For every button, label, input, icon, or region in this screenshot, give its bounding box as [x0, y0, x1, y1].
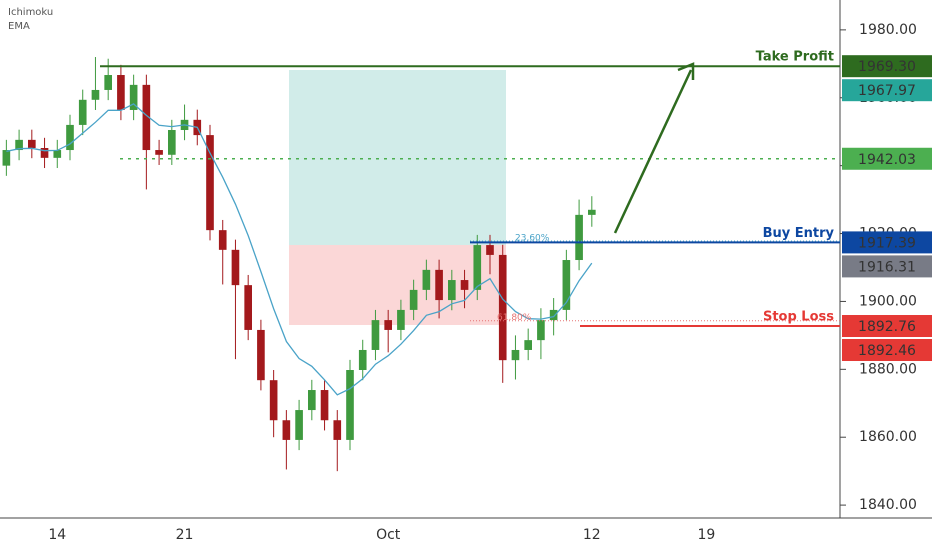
candle-body — [78, 99, 87, 125]
candle-body — [346, 370, 354, 440]
candle-body — [588, 209, 596, 215]
candle-body — [460, 280, 469, 290]
y-tick-label: 1980.00 — [859, 22, 917, 38]
x-tick-label: Oct — [376, 527, 401, 543]
fib-label: 23.60% — [515, 233, 550, 243]
x-tick-label: 14 — [48, 527, 66, 543]
candle-body — [2, 150, 11, 166]
candle-body — [269, 380, 278, 421]
candle-body — [104, 75, 112, 90]
price-tag — [842, 315, 932, 338]
level-label: Buy Entry — [763, 226, 835, 241]
indicator-label: EMA — [8, 21, 30, 32]
candle-body — [295, 410, 303, 440]
candle-body — [218, 230, 227, 250]
x-tick-label: 21 — [176, 527, 194, 543]
candle-body — [257, 329, 265, 381]
x-tick-label: 19 — [697, 527, 715, 543]
candle-body — [422, 269, 431, 290]
price-tag-label: 1917.39 — [858, 235, 916, 251]
y-tick-label: 1860.00 — [859, 429, 917, 445]
candle-body — [308, 390, 316, 411]
candle-body — [511, 349, 520, 361]
target-zone — [289, 70, 506, 245]
x-tick-label: 12 — [583, 527, 601, 543]
price-tag-label: 1892.46 — [858, 343, 916, 359]
price-tag-label: 1967.97 — [858, 83, 916, 99]
candle-body — [117, 75, 125, 110]
candle-body — [40, 148, 49, 158]
candle-body — [409, 289, 418, 310]
candle-body — [168, 130, 176, 155]
candle-body — [371, 320, 380, 350]
candle-body — [498, 254, 507, 361]
candle-body — [142, 84, 151, 151]
price-tag — [842, 339, 932, 362]
candle-body — [53, 150, 62, 158]
candle-body — [244, 285, 252, 330]
candle-body — [91, 89, 100, 100]
candle-body — [155, 150, 163, 155]
y-tick-label: 1900.00 — [859, 293, 917, 309]
candle-body — [28, 139, 36, 148]
candle-body — [524, 340, 532, 350]
y-tick-label: 1880.00 — [859, 361, 917, 377]
candle-body — [231, 249, 240, 286]
projection-arrow — [613, 69, 693, 234]
candle-body — [320, 390, 329, 421]
candle-body — [435, 269, 443, 301]
price-tag-label: 1942.03 — [858, 152, 916, 168]
candle-body — [282, 420, 291, 440]
candle-body — [549, 309, 558, 321]
price-tag — [842, 55, 932, 78]
plot: 1840.001860.001880.001900.001920.001940.… — [2, 22, 932, 543]
price-tag — [842, 79, 932, 102]
indicator-label: Ichimoku — [8, 7, 53, 18]
price-tag — [842, 231, 932, 254]
candle-body — [66, 124, 74, 151]
candle-body — [575, 214, 583, 261]
candle-body — [473, 245, 482, 290]
fib-label: 61.80% — [497, 313, 532, 323]
candle-body — [486, 245, 494, 255]
candle-body — [129, 84, 138, 110]
level-label: Stop Loss — [763, 310, 834, 325]
price-tag-label: 1892.76 — [858, 319, 916, 335]
price-tag-label: 1969.30 — [858, 59, 916, 75]
price-tag — [842, 255, 932, 278]
price-tag-label: 1916.31 — [858, 259, 916, 275]
candle-body — [448, 280, 456, 301]
level-label: Take Profit — [756, 50, 834, 65]
price-tag — [842, 147, 932, 170]
y-tick-label: 1840.00 — [859, 497, 917, 513]
ema-line — [6, 103, 593, 396]
candle-body — [537, 320, 545, 341]
arrow-head — [677, 62, 695, 80]
candle-body — [384, 320, 392, 330]
candle-body — [397, 309, 405, 330]
candle-body — [562, 260, 571, 310]
candle-body — [206, 135, 214, 231]
candle-body — [15, 139, 23, 151]
candle-body — [358, 349, 367, 370]
candle-body — [333, 420, 342, 440]
